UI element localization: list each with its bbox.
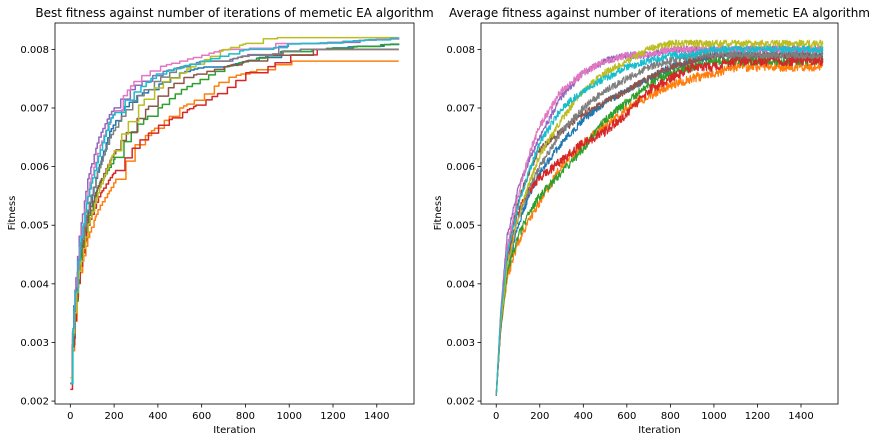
y-tick-label: 0.006 [20, 162, 49, 173]
series-line-8 [495, 51, 824, 396]
y-tick-label: 0.003 [20, 338, 49, 349]
chart-title: Average fitness against number of iterat… [449, 6, 870, 20]
y-tick-label: 0.002 [20, 397, 49, 408]
y-tick-label: 0.005 [20, 221, 49, 232]
series-group [70, 36, 400, 391]
series-group [495, 39, 824, 397]
best-fitness-plot-area: 0 200 400 600 800 1000 1200 1400 0.002 0.003 0.004… [20, 22, 415, 422]
x-tick-label: 200 [530, 411, 549, 422]
x-tick-label: 0 [493, 411, 499, 422]
series-line-4 [495, 55, 824, 396]
x-tick-label: 600 [617, 411, 636, 422]
axes-frame [480, 22, 839, 405]
y-tick-label: 0.004 [20, 279, 49, 290]
y-axis-label: Fitness [433, 196, 444, 231]
series-line-5 [495, 45, 824, 396]
series-line-4 [70, 48, 399, 391]
best-fitness-panel: Best fitness against number of iteration… [7, 6, 434, 436]
y-tick-label: 0.008 [20, 45, 49, 56]
series-line-10 [70, 37, 400, 385]
x-tick-label: 400 [574, 411, 593, 422]
x-tick-label: 1000 [701, 411, 726, 422]
series-line-6 [495, 51, 824, 396]
x-tick-label: 1000 [276, 411, 301, 422]
x-tick-label: 200 [105, 411, 124, 422]
chart-title: Best fitness against number of iteration… [35, 6, 433, 20]
y-axis-label: Fitness [7, 196, 18, 231]
series-line-9 [495, 39, 824, 396]
x-tick-label: 1400 [364, 411, 389, 422]
series-line-9 [70, 36, 399, 379]
y-tick-label: 0.006 [446, 162, 475, 173]
series-line-2 [70, 60, 399, 385]
x-tick-label: 800 [236, 411, 255, 422]
x-tick-label: 1400 [788, 411, 813, 422]
x-axis-label: Iteration [213, 425, 255, 436]
x-tick-label: 800 [661, 411, 680, 422]
x-axis-label: Iteration [638, 425, 680, 436]
series-line-7 [70, 37, 400, 385]
x-tick-label: 1200 [320, 411, 345, 422]
series-line-7 [495, 45, 824, 396]
y-tick-label: 0.002 [446, 397, 475, 408]
axes-frame [54, 22, 415, 405]
average-fitness-plot-area: 0 200 400 600 800 1000 1200 1400 0.002 0.003 0.004… [446, 22, 839, 422]
series-line-5 [70, 37, 400, 385]
y-tick-label: 0.007 [446, 103, 475, 114]
series-line-6 [70, 48, 399, 385]
average-fitness-panel: Average fitness against number of iterat… [433, 6, 870, 436]
series-line-3 [495, 56, 824, 396]
x-tick-label: 400 [148, 411, 167, 422]
y-tick-label: 0.007 [20, 103, 49, 114]
x-tick-label: 600 [192, 411, 211, 422]
series-line-1 [495, 51, 824, 396]
series-line-1 [70, 43, 400, 385]
series-line-8 [70, 48, 399, 385]
x-tick-label: 0 [67, 411, 73, 422]
y-tick-label: 0.008 [446, 45, 475, 56]
series-line-3 [70, 43, 400, 385]
y-tick-label: 0.004 [446, 279, 475, 290]
x-tick-label: 1200 [745, 411, 770, 422]
y-tick-label: 0.003 [446, 338, 475, 349]
series-line-10 [495, 45, 824, 395]
series-line-2 [495, 61, 824, 397]
y-tick-label: 0.005 [446, 221, 475, 232]
